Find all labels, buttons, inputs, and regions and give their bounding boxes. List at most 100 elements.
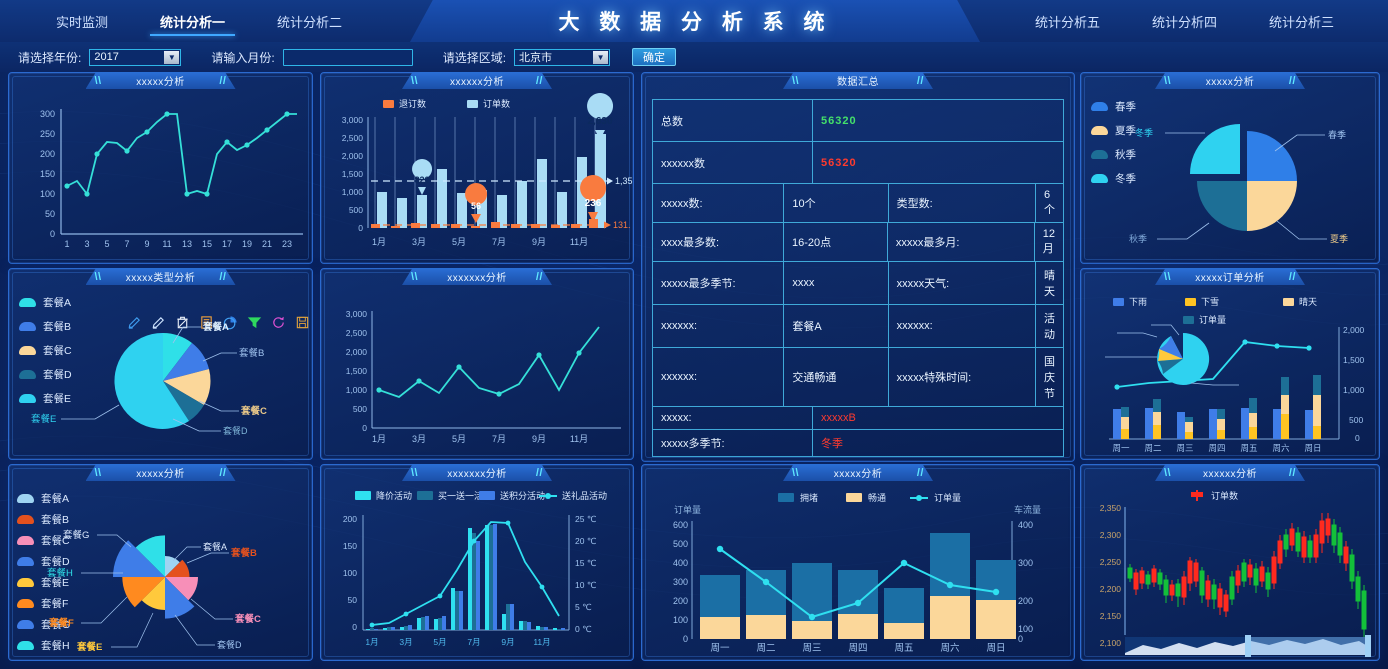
panel-season-pie: \\ xxxxx分析// 春季 夏季 秋季 冬季: [1080, 72, 1380, 264]
legend-congested[interactable]: 拥堵: [778, 491, 818, 504]
legend-clear[interactable]: 畅通: [846, 491, 886, 504]
legend-item[interactable]: 套餐G: [17, 617, 70, 632]
svg-text:23: 23: [282, 239, 292, 249]
table-row: xxxx最多数: 16-20点 xxxxx最多月: 12月: [653, 223, 1063, 262]
legend-label: 下雨: [1129, 297, 1148, 307]
svg-text:2,100: 2,100: [1100, 638, 1122, 648]
legend-swatch: [383, 99, 394, 108]
legend-order-volume[interactable]: 送礼品活动: [539, 489, 607, 502]
legend-label: 夏季: [1115, 125, 1136, 137]
legend-swatch: [1185, 297, 1196, 306]
legend-item[interactable]: 套餐D: [19, 367, 72, 382]
header-title-banner: 大 数 据 分 析 系 统: [410, 0, 980, 42]
svg-text:周五: 周五: [1240, 443, 1258, 453]
legend-label: 订单量: [1199, 315, 1227, 325]
legend-item[interactable]: 套餐E: [17, 575, 70, 590]
svg-text:2,300: 2,300: [1100, 530, 1122, 540]
row-label: xxxxx:: [653, 407, 813, 429]
svg-text:150: 150: [40, 169, 55, 179]
pie-label-a: 套餐A: [202, 321, 229, 333]
legend-bogo[interactable]: 下雪: [1185, 295, 1219, 308]
legend-points[interactable]: 晴天: [1283, 295, 1317, 308]
legend-swatch: [19, 370, 36, 379]
legend-item[interactable]: 套餐C: [19, 343, 72, 358]
row-value-2: 晴天: [1044, 270, 1056, 298]
tab-stats-3[interactable]: 统计分析三: [1268, 14, 1334, 30]
legend-item[interactable]: 套餐B: [17, 512, 70, 527]
save-icon[interactable]: [295, 315, 310, 330]
submit-button[interactable]: 确定: [632, 48, 677, 66]
legend-item[interactable]: 套餐H: [17, 638, 70, 653]
panel-title: \\ xxxxxxx分析//: [402, 268, 552, 285]
svg-text:200: 200: [1018, 596, 1033, 606]
legend-order-count[interactable]: 订单数: [1189, 489, 1238, 502]
pie-chart-icon[interactable]: [223, 315, 238, 330]
tab-realtime-monitor[interactable]: 实时监测: [56, 14, 109, 30]
legend-swatch: [19, 346, 36, 355]
legend-swatch: [17, 515, 34, 524]
legend-snow[interactable]: 买一送一活动: [417, 489, 492, 502]
legend-refunds[interactable]: 退订数: [383, 97, 426, 110]
pie-label-c: 套餐C: [240, 405, 267, 417]
legend-item[interactable]: 秋季: [1091, 147, 1136, 162]
svg-text:1,35: 1,35: [615, 176, 633, 186]
svg-text:15 ℃: 15 ℃: [575, 558, 597, 568]
legend-price-cut[interactable]: 下雨: [1113, 295, 1147, 308]
legend-swatch: [19, 394, 36, 403]
region-select[interactable]: 北京市 ▼: [514, 48, 611, 66]
pencil-remove-icon[interactable]: [151, 315, 166, 330]
svg-text:500: 500: [353, 404, 367, 414]
svg-text:0: 0: [362, 423, 367, 433]
tab-stats-2[interactable]: 统计分析二: [277, 14, 343, 30]
legend-item[interactable]: 套餐E: [19, 391, 72, 406]
year-select[interactable]: 2017 ▼: [89, 48, 182, 66]
legend-item[interactable]: 套餐B: [19, 319, 72, 334]
svg-text:周三: 周三: [1176, 443, 1193, 453]
svg-text:2,200: 2,200: [1100, 584, 1122, 594]
legend-orders[interactable]: 订单数: [467, 97, 510, 110]
svg-text:1月: 1月: [372, 434, 386, 444]
legend-item[interactable]: 春季: [1091, 99, 1136, 114]
legend-swatch: [1113, 297, 1124, 306]
panel-title: \\ xxxxxxx分析//: [402, 464, 552, 481]
legend-item[interactable]: 套餐F: [17, 596, 70, 611]
trash-icon[interactable]: [175, 315, 190, 330]
region-select-value: 北京市: [519, 52, 553, 64]
legend-item[interactable]: 夏季: [1091, 123, 1136, 138]
legend-item[interactable]: 套餐D: [17, 554, 70, 569]
legend-sunny[interactable]: 送积分活动: [479, 489, 545, 502]
legend-item[interactable]: 套餐A: [19, 295, 72, 310]
legend-label: 套餐A: [43, 297, 72, 309]
svg-text:236: 236: [585, 198, 602, 209]
pencil-add-icon[interactable]: [127, 315, 142, 330]
row-label: xxxxx最多季节:: [653, 262, 785, 304]
svg-text:820: 820: [414, 175, 429, 185]
legend-item[interactable]: 冬季: [1091, 171, 1136, 186]
svg-text:200: 200: [673, 596, 688, 606]
filter-icon[interactable]: [247, 315, 262, 330]
refresh-icon[interactable]: [271, 315, 286, 330]
legend-item[interactable]: 套餐C: [17, 533, 70, 548]
svg-text:100: 100: [40, 189, 55, 199]
svg-text:5: 5: [104, 239, 109, 249]
svg-text:周二: 周二: [1144, 443, 1162, 453]
month-input[interactable]: [282, 48, 413, 66]
table-row: xxxxx最多季节: xxxx xxxxx天气: 晴天: [653, 262, 1063, 305]
svg-text:1月: 1月: [365, 637, 378, 647]
svg-text:2,000: 2,000: [342, 151, 364, 161]
svg-text:56: 56: [471, 201, 481, 211]
legend-rain[interactable]: 降价活动: [355, 489, 412, 502]
svg-text:9月: 9月: [501, 637, 514, 647]
chart-rose: 套餐A 套餐B 套餐C 套餐D 套餐E 套餐F 套餐G 套餐H: [15, 485, 306, 656]
legend-gift[interactable]: 订单量: [1183, 313, 1226, 326]
legend-swatch: [17, 641, 34, 650]
document-icon[interactable]: [199, 315, 214, 330]
legend-item[interactable]: 套餐A: [17, 491, 70, 506]
tab-stats-1[interactable]: 统计分析一: [134, 0, 251, 42]
tab-stats-4[interactable]: 统计分析四: [1151, 14, 1217, 30]
legend-label: 退订数: [399, 99, 427, 109]
legend-order-volume[interactable]: 订单量: [910, 491, 961, 504]
svg-text:2,150: 2,150: [1100, 611, 1122, 621]
svg-text:2,500: 2,500: [346, 328, 368, 338]
tab-stats-5[interactable]: 统计分析五: [1034, 14, 1100, 30]
